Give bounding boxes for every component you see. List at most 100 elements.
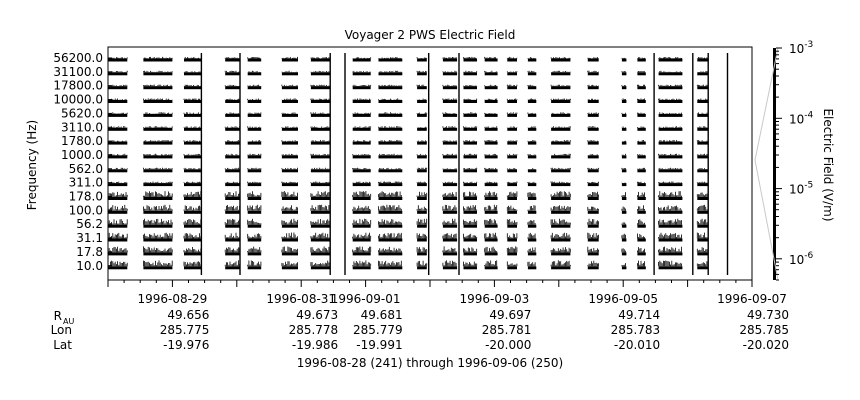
data-trace: [281, 141, 298, 145]
data-noise: [352, 98, 372, 100]
data-trace: [637, 238, 646, 242]
data-trace: [463, 210, 477, 214]
ephemeris-lon-value: 285.783: [611, 323, 661, 337]
ephemeris-lon-value: 285.779: [353, 323, 403, 337]
data-noise: [143, 232, 173, 239]
data-trace: [108, 183, 128, 187]
data-noise: [247, 260, 262, 267]
data-noise: [442, 70, 457, 73]
data-trace: [551, 155, 571, 159]
data-trace: [507, 210, 517, 214]
ephemeris-label-r-sub: AU: [63, 317, 74, 326]
data-noise: [416, 181, 428, 184]
data-trace: [527, 238, 537, 242]
data-noise: [352, 70, 372, 73]
data-noise: [484, 140, 498, 142]
data-noise: [484, 232, 498, 239]
data-noise: [281, 167, 298, 170]
data-noise: [484, 56, 498, 59]
data-trace: [637, 127, 646, 131]
data-trace: [352, 155, 371, 159]
ephemeris-lat-value: -19.986: [292, 338, 338, 352]
data-noise: [224, 205, 240, 211]
data-trace: [184, 197, 202, 200]
data-trace: [484, 210, 498, 214]
data-noise: [183, 71, 202, 73]
data-noise: [506, 140, 518, 142]
data-trace: [378, 127, 403, 131]
data-noise: [442, 204, 457, 211]
data-trace: [507, 113, 517, 117]
data-noise: [247, 181, 262, 184]
data-noise: [224, 247, 240, 253]
data-trace: [310, 169, 331, 173]
x-tick-label: 1996-08-31: [266, 292, 336, 306]
data-noise: [587, 181, 599, 184]
data-noise: [143, 204, 173, 211]
data-trace: [143, 86, 173, 90]
data-trace: [184, 100, 202, 103]
data-trace: [417, 183, 427, 187]
data-noise: [378, 246, 402, 253]
colorbar-label: Electric Field (V/m): [821, 108, 835, 221]
data-trace: [143, 224, 173, 228]
data-trace: [143, 210, 173, 214]
data-noise: [527, 247, 536, 253]
plot-frame: [107, 46, 753, 281]
data-noise: [143, 140, 173, 142]
data-trace: [417, 72, 427, 76]
data-trace: [551, 252, 571, 256]
data-noise: [506, 205, 518, 211]
data-noise: [658, 70, 682, 73]
data-noise: [183, 261, 202, 267]
data-noise: [416, 126, 428, 128]
data-noise: [442, 140, 457, 142]
data-noise: [378, 112, 402, 114]
data-noise: [183, 57, 202, 59]
data-noise: [463, 247, 478, 253]
data-noise: [696, 181, 709, 184]
ephemeris-r-value: 49.730: [747, 308, 789, 322]
ephemeris-label-lat: Lat: [53, 338, 72, 352]
data-noise: [143, 246, 173, 253]
data-trace: [352, 183, 371, 187]
data-noise: [352, 112, 372, 114]
data-noise: [696, 112, 709, 114]
data-noise: [587, 232, 599, 239]
data-noise: [550, 260, 571, 267]
data-noise: [442, 153, 457, 156]
data-trace: [281, 72, 298, 76]
data-noise: [247, 84, 262, 87]
data-trace: [352, 141, 371, 145]
data-trace: [184, 72, 202, 76]
data-noise: [224, 260, 240, 267]
data-trace: [143, 72, 173, 76]
data-noise: [550, 167, 571, 170]
data-noise: [527, 261, 536, 267]
data-noise: [310, 167, 331, 170]
data-trace: [551, 183, 571, 187]
data-noise: [659, 140, 681, 142]
data-trace: [310, 58, 331, 62]
data-trace: [184, 113, 202, 117]
data-trace: [143, 155, 173, 159]
data-trace: [442, 266, 458, 270]
data-trace: [463, 72, 477, 76]
data-trace: [225, 183, 240, 187]
data-noise: [550, 232, 571, 239]
data-trace: [587, 169, 599, 173]
data-noise: [587, 98, 599, 100]
data-trace: [378, 183, 403, 187]
y-axis: 56200.031100.017800.010000.05620.03110.0…: [53, 51, 112, 273]
data-noise: [484, 167, 498, 170]
data-trace: [527, 72, 537, 76]
data-trace: [108, 72, 128, 76]
data-noise: [310, 191, 331, 197]
data-trace: [378, 210, 403, 214]
data-trace: [637, 266, 646, 270]
y-tick-label: 56.2: [76, 217, 103, 231]
data-noise: [224, 98, 240, 100]
ephemeris-lat-value: -19.976: [163, 338, 209, 352]
data-noise: [621, 71, 626, 73]
